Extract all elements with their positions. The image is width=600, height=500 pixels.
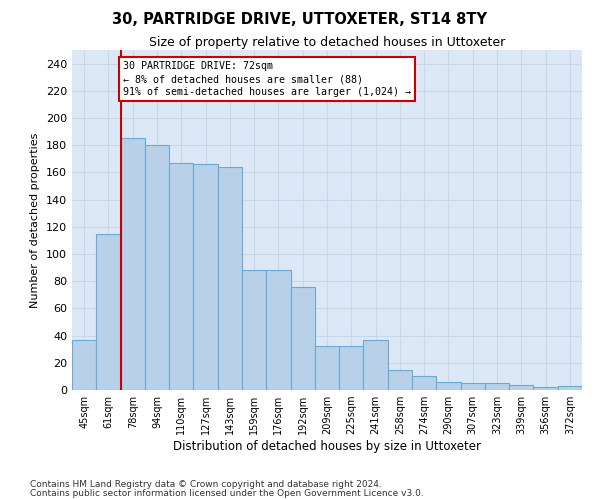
Bar (242, 270, 266, 390)
X-axis label: Distribution of detached houses by size in Uttoxeter: Distribution of detached houses by size … (173, 440, 481, 453)
Bar (558, 386, 582, 390)
Bar (533, 388, 558, 390)
Bar (96, 234, 121, 390)
Bar (412, 376, 436, 390)
Bar (388, 370, 412, 390)
Bar (169, 163, 193, 390)
Text: Contains public sector information licensed under the Open Government Licence v3: Contains public sector information licen… (30, 488, 424, 498)
Bar (461, 383, 485, 390)
Bar (72, 340, 96, 390)
Bar (121, 138, 145, 390)
Y-axis label: Number of detached properties: Number of detached properties (31, 132, 40, 308)
Bar (193, 164, 218, 390)
Bar (266, 270, 290, 390)
Bar (218, 167, 242, 390)
Text: 30, PARTRIDGE DRIVE, UTTOXETER, ST14 8TY: 30, PARTRIDGE DRIVE, UTTOXETER, ST14 8TY (113, 12, 487, 28)
Bar (509, 384, 533, 390)
Bar (145, 145, 169, 390)
Text: 30 PARTRIDGE DRIVE: 72sqm
← 8% of detached houses are smaller (88)
91% of semi-d: 30 PARTRIDGE DRIVE: 72sqm ← 8% of detach… (123, 61, 411, 98)
Bar (315, 346, 339, 390)
Text: Contains HM Land Registry data © Crown copyright and database right 2024.: Contains HM Land Registry data © Crown c… (30, 480, 382, 489)
Bar (436, 382, 461, 390)
Title: Size of property relative to detached houses in Uttoxeter: Size of property relative to detached ho… (149, 36, 505, 49)
Bar (485, 383, 509, 390)
Bar (339, 346, 364, 390)
Bar (290, 286, 315, 390)
Bar (364, 340, 388, 390)
